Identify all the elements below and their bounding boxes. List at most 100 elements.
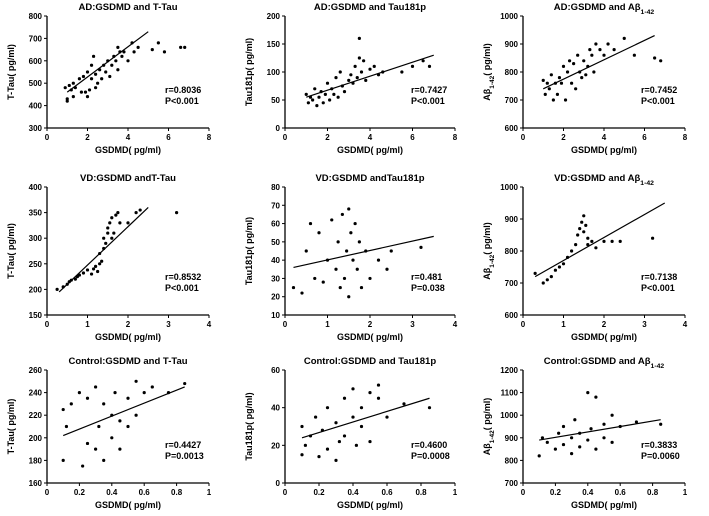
y-tick-label: 900 [505,215,519,224]
data-point [89,63,94,67]
chart-title: Control:GSDMD and T-Tau [68,356,187,367]
data-point [594,246,598,250]
data-point [118,50,122,54]
data-point [634,420,639,424]
data-point [306,101,310,105]
data-point [134,413,138,417]
data-point [100,77,104,81]
data-point [610,440,614,444]
stat-r: r=0.8532 [165,272,201,282]
data-point [359,70,364,74]
data-point [89,272,94,276]
data-point [368,439,372,444]
y-axis-label: T-Tau( pg/ml) [6,399,16,455]
y-tick-label: 900 [505,434,519,443]
data-point [419,245,423,249]
x-axis-label: GSDMD( pg/ml) [95,332,161,342]
stat-r: r=0.7427 [411,85,447,95]
x-tick-label: 0.2 [550,488,562,497]
data-point [427,406,432,410]
data-point [389,249,393,253]
data-point [336,95,340,99]
panel-vd-abeta: VD:GSDMD and Aβ1-42 0 1 2 3 4 600 700 800 900 1000… [482,173,688,342]
data-point [110,236,114,240]
data-point [573,418,577,422]
data-point [582,230,586,234]
data-point [96,269,100,274]
data-point [618,424,622,429]
stat-r: r=0.4427 [165,440,201,450]
y-tick-label: 0 [276,124,281,133]
chart-title: AD:GSDMD and T-Tau [78,2,177,13]
data-point [618,239,622,243]
y-tick-label: 900 [505,40,519,49]
data-point [122,50,126,54]
data-point [138,208,142,212]
data-point [85,396,90,400]
data-point [313,276,317,281]
data-point [77,391,81,395]
data-point [563,98,568,102]
data-point [73,277,77,281]
data-point [85,70,90,74]
data-point [594,395,598,399]
x-tick-label: 0.6 [615,488,627,497]
data-point [659,59,663,63]
data-point [570,452,574,456]
x-tick-label: 0.6 [139,488,151,497]
x-tick-label: 2 [561,133,566,142]
data-point [291,285,296,290]
x-tick-label: 0 [283,320,288,329]
data-point [303,443,307,447]
x-tick-label: 0.8 [647,488,659,497]
y-tick-label: 260 [29,366,43,375]
x-tick-label: 4 [602,133,607,142]
x-tick-label: 3 [410,320,415,329]
panel-control-ttau: Control:GSDMD and T-Tau 0 0.2 0.4 0.6 0.8 1 160… [6,356,212,510]
data-point [580,76,584,80]
data-point [610,413,614,417]
data-point [64,424,69,429]
data-point [183,381,187,386]
data-point [69,278,73,282]
data-point [338,285,342,290]
y-tick-label: 350 [29,209,43,218]
data-point [118,447,122,451]
y-tick-label: 500 [29,79,43,88]
data-point [592,70,596,74]
data-point [136,45,140,49]
stat-p: P<0.001 [165,96,199,106]
panel-ad-tau181p: AD:GSDMD and Tau181p 0 2 4 6 8 0 50 100 150 200 GSD… [244,2,458,155]
x-tick-label: 0 [521,488,526,497]
x-axis-label: GSDMD( pg/ml) [571,145,637,155]
data-point [55,287,59,291]
data-point [376,258,381,262]
stat-r: r=0.3833 [641,440,677,450]
data-point [97,424,101,429]
y-tick-label: 1000 [500,183,518,192]
data-point [584,73,588,77]
data-point [61,458,65,462]
data-point [543,92,547,96]
y-tick-label: 700 [505,479,519,488]
data-point [357,36,361,41]
data-point [410,64,415,68]
data-point [314,415,318,419]
data-point [304,92,308,96]
data-point [359,406,364,410]
y-tick-label: 60 [271,220,280,229]
data-point [586,243,590,247]
y-tick-label: 400 [29,183,43,192]
data-point [351,387,355,391]
data-point [574,243,578,247]
y-axis-label: T-Tau( pg/ml) [6,223,16,279]
x-tick-label: 2 [85,133,90,142]
x-tick-label: 1 [207,488,212,497]
chart-title: VD:GSDMD and Aβ1-42 [554,173,654,187]
y-tick-label: 1000 [500,411,518,420]
stat-p: P=0.0013 [165,451,204,461]
y-axis-label: Aβ1-42( pg/ml) [482,43,496,100]
data-point [368,391,372,395]
data-point [79,90,84,94]
data-point [557,76,562,80]
